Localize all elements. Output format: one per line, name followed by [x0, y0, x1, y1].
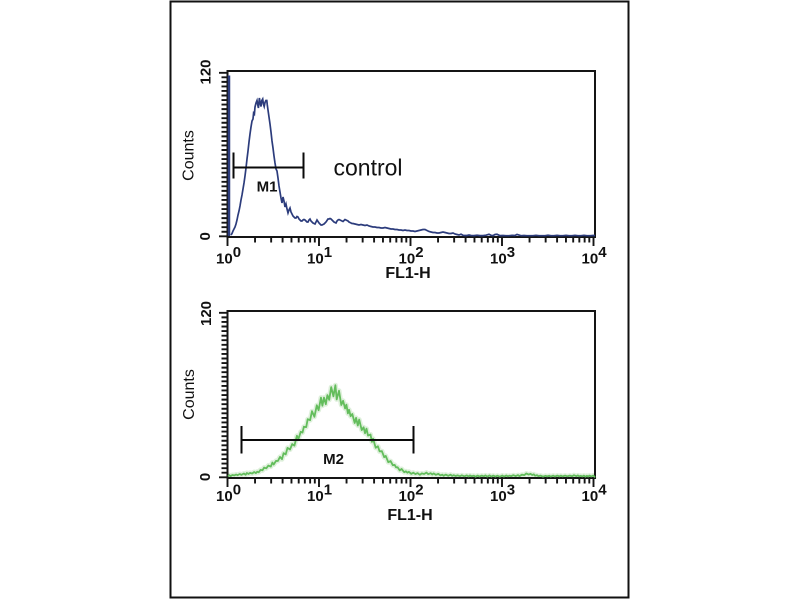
- svg-text:M2: M2: [323, 451, 344, 468]
- svg-text:0: 0: [197, 473, 214, 481]
- svg-text:Counts: Counts: [181, 369, 198, 420]
- svg-text:Counts: Counts: [181, 130, 198, 181]
- svg-text:0: 0: [197, 232, 214, 240]
- svg-text:120: 120: [198, 301, 215, 326]
- svg-text:M1: M1: [257, 179, 278, 196]
- svg-text:FL1-H: FL1-H: [387, 507, 432, 524]
- svg-text:control: control: [334, 155, 403, 181]
- svg-text:FL1-H: FL1-H: [385, 265, 430, 282]
- svg-text:120: 120: [198, 59, 215, 84]
